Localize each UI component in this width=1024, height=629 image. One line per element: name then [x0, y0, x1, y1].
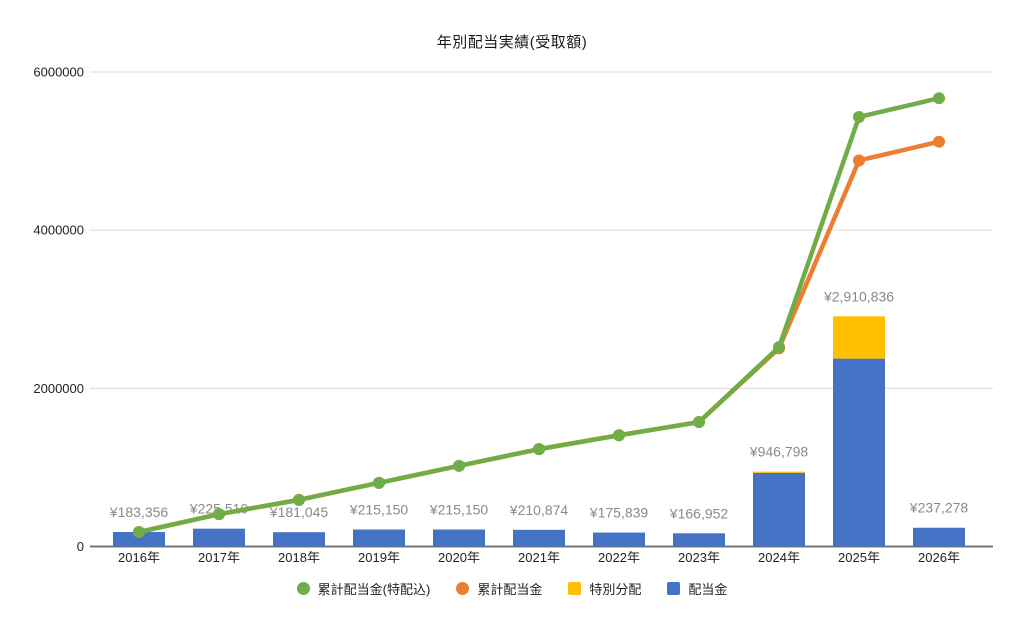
- chart-legend: 累計配当金(特配込) 累計配当金 特別分配 配当金: [0, 579, 1024, 598]
- legend-marker-square: [568, 582, 582, 595]
- bar-total-label: ¥215,150: [349, 501, 409, 517]
- line-point: [533, 443, 545, 456]
- bar-special-distribution: [753, 471, 805, 473]
- x-axis-category-label: 2025年: [838, 550, 880, 565]
- bar-dividend: [593, 532, 645, 547]
- line-point: [213, 508, 225, 521]
- line-point: [853, 110, 865, 123]
- line-point: [613, 429, 625, 442]
- legend-label: 累計配当金: [477, 582, 543, 597]
- bar-dividend: [273, 532, 325, 547]
- line-point: [933, 92, 945, 105]
- bar-dividend: [113, 531, 165, 547]
- bar-total-label: ¥215,150: [429, 501, 489, 517]
- x-axis-category-label: 2018年: [278, 550, 320, 565]
- bar-dividend: [753, 472, 805, 547]
- legend-label: 配当金: [688, 582, 728, 597]
- bar-total-label: ¥183,356: [109, 504, 169, 520]
- line-point: [373, 476, 385, 489]
- bar-special-distribution: [833, 316, 885, 359]
- legend-item: 累計配当金: [456, 579, 542, 598]
- x-axis-category-label: 2021年: [518, 550, 560, 565]
- bar-dividend: [433, 529, 485, 547]
- bar-dividend: [193, 528, 245, 547]
- legend-item: 配当金: [667, 579, 727, 598]
- bar-total-label: ¥181,045: [269, 504, 329, 520]
- bar-dividend: [673, 533, 725, 547]
- line-point: [293, 493, 305, 506]
- bar-dividend: [913, 527, 965, 547]
- legend-label: 累計配当金(特配込): [317, 582, 431, 597]
- x-axis-category-label: 2019年: [358, 550, 400, 565]
- bar-total-label: ¥175,839: [589, 505, 649, 521]
- bar-total-label: ¥166,952: [669, 505, 729, 521]
- line-累計配当金(特配込): [136, 95, 942, 535]
- line-累計配当金: [136, 139, 942, 535]
- y-axis-tick-label: 6000000: [33, 65, 84, 80]
- x-axis-category-label: 2022年: [598, 550, 640, 565]
- x-axis-category-label: 2024年: [758, 550, 800, 565]
- bar-total-label: ¥210,874: [509, 502, 569, 518]
- line-point: [853, 154, 865, 167]
- line-point: [933, 135, 945, 148]
- legend-marker-circle: [456, 582, 470, 595]
- x-axis-category-label: 2026年: [918, 550, 960, 565]
- x-axis-category-label: 2020年: [438, 550, 480, 565]
- y-axis-tick-label: 4000000: [33, 223, 84, 238]
- line-point: [773, 341, 785, 354]
- legend-item: 累計配当金(特配込): [296, 579, 431, 598]
- legend-marker-circle: [296, 582, 310, 595]
- bar-dividend: [353, 529, 405, 547]
- bar-total-label: ¥2,910,836: [823, 288, 894, 304]
- bar-total-label: ¥946,798: [749, 444, 809, 460]
- y-axis-tick-label: 0: [77, 539, 84, 554]
- plot-area: 0 2000000 4000000 6000000 2016年 ¥183,356 2017年…: [33, 65, 993, 565]
- line-point: [693, 416, 705, 429]
- line-point: [453, 459, 465, 472]
- bar-total-label: ¥237,278: [909, 500, 969, 516]
- bar-dividend: [513, 529, 565, 547]
- legend-label: 特別分配: [589, 582, 642, 597]
- legend-item: 特別分配: [568, 579, 641, 598]
- bar-dividend: [833, 358, 885, 547]
- line-point: [133, 525, 145, 538]
- x-axis-category-label: 2017年: [198, 550, 240, 565]
- legend-marker-square: [667, 582, 681, 595]
- x-axis-category-label: 2016年: [118, 550, 160, 565]
- y-axis-tick-label: 2000000: [33, 381, 84, 396]
- chart-title: 年別配当実績(受取額): [436, 34, 588, 51]
- x-axis-category-label: 2023年: [678, 550, 720, 565]
